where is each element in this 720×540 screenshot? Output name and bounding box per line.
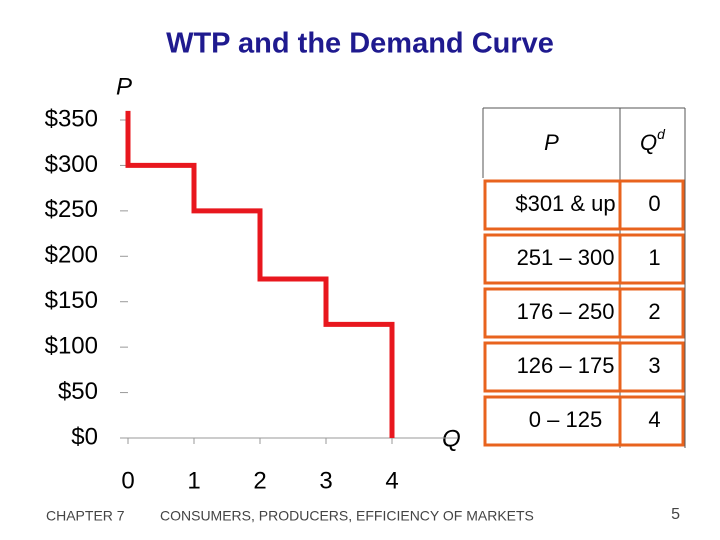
x-tick-label: 4 xyxy=(385,467,398,494)
table-cell xyxy=(618,395,685,447)
y-tick-label: $300 xyxy=(45,151,98,178)
chart-title: WTP and the Demand Curve xyxy=(166,28,554,60)
footer-chapter: CHAPTER 7 xyxy=(46,508,125,524)
table-price: 0 – 125 xyxy=(529,407,602,432)
y-tick-label: $150 xyxy=(45,287,98,314)
table-cell xyxy=(618,341,685,393)
table-cell xyxy=(618,287,685,339)
table-quantity: 3 xyxy=(648,353,660,378)
y-tick-label: $200 xyxy=(45,242,98,269)
table-header: P xyxy=(544,130,559,155)
x-tick-label: 0 xyxy=(121,467,134,494)
table-quantity: 4 xyxy=(648,407,660,432)
footer-subject: CONSUMERS, PRODUCERS, EFFICIENCY OF MARK… xyxy=(160,508,534,524)
table-price: 176 – 250 xyxy=(517,299,615,324)
table: P Qd $301 & up 0 251 – 300 1 176 – 250 2 126 – 1… xyxy=(482,107,686,448)
x-tick-label: 2 xyxy=(253,467,266,494)
page-number: 5 xyxy=(671,506,680,523)
table-header-q: Q xyxy=(640,130,657,155)
x-tick-label: 3 xyxy=(319,467,332,494)
x-axis-label: Q xyxy=(442,425,461,452)
y-axis-label: P xyxy=(116,73,132,100)
table-cell xyxy=(618,233,685,285)
demand-curve xyxy=(125,110,395,438)
table-quantity: 2 xyxy=(648,299,660,324)
y-tick-label: $350 xyxy=(45,105,98,132)
y-tick-label: $250 xyxy=(45,196,98,223)
table-price: 126 – 175 xyxy=(517,353,615,378)
x-tick-label: 1 xyxy=(187,467,200,494)
table-cell xyxy=(618,179,685,231)
table-quantity: 0 xyxy=(648,191,660,216)
y-tick-label: $50 xyxy=(58,378,98,405)
y-tick-label: $100 xyxy=(45,332,98,359)
table-quantity: 1 xyxy=(648,245,660,270)
table-price: $301 & up xyxy=(515,191,615,216)
table-price: 251 – 300 xyxy=(517,245,615,270)
table-header-sup: d xyxy=(657,126,666,142)
y-tick-label: $0 xyxy=(71,423,98,450)
table-header: Qd xyxy=(640,126,666,155)
